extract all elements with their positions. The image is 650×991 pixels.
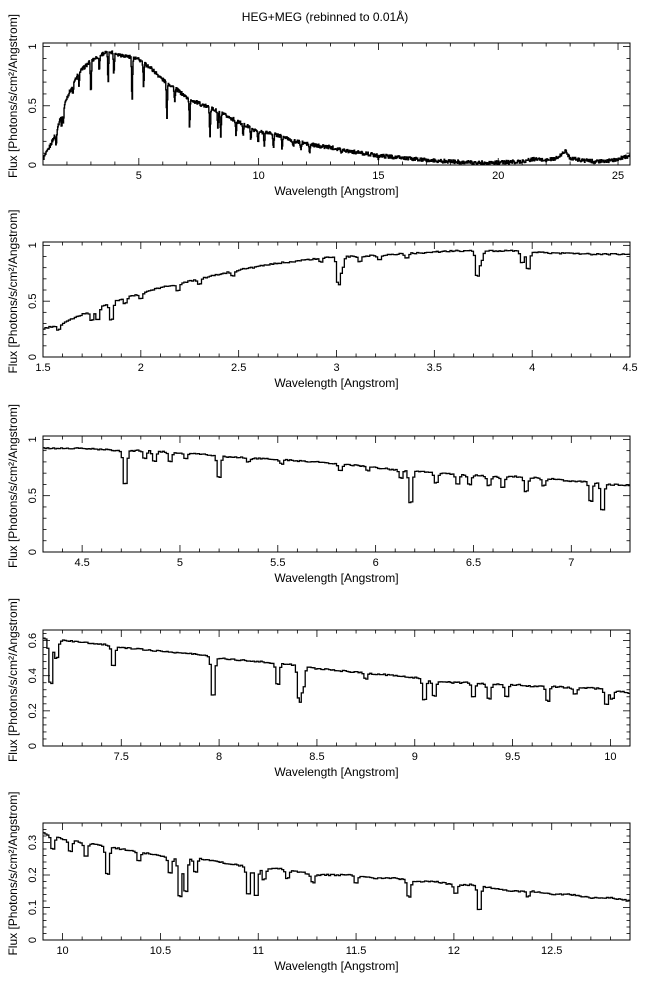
x-tick-label: 7	[568, 557, 574, 569]
y-tick-label: 0.5	[27, 98, 39, 113]
x-tick-label: 10	[56, 945, 68, 957]
y-axis-label: Flux [Photons/s/cm²/Angstrom]	[6, 209, 20, 373]
x-tick-label: 10.5	[150, 945, 171, 957]
y-axis-label: Flux [Photons/s/cm²/Angstrom]	[6, 791, 20, 955]
y-tick-label: 0.5	[27, 488, 39, 503]
x-tick-label: 11.5	[346, 945, 367, 957]
spectrum-panel-3: 4.5 5 5.5 6 6.5 7 0 0.5 1 Wavelength [Angstrom] Fl…	[6, 404, 631, 585]
x-axis-label: Wavelength [Angstrom]	[274, 184, 398, 198]
x-tick-label: 5.5	[270, 557, 285, 569]
plot-frame	[42, 241, 631, 358]
x-tick-label: 4.5	[74, 557, 89, 569]
x-tick-label: 3.5	[427, 362, 442, 374]
y-axis-label: Flux [Photons/s/cm²/Angstrom]	[6, 14, 20, 178]
y-tick-label: 0.5	[27, 294, 39, 309]
spectrum-panel-4: 7.5 8 8.5 9 9.5 10 0 0.2 0.4 0.6 Wavelength [Angst…	[6, 598, 631, 779]
x-tick-label: 10	[604, 751, 616, 763]
spectrum-line	[43, 832, 630, 911]
y-tick-label: 0	[27, 549, 39, 555]
x-tick-label: 2	[138, 362, 144, 374]
plot-frame	[42, 42, 631, 166]
spectrum-panel-2: 1.5 2 2.5 3 3.5 4 4.5 0 0.5 1 Wavelength [Angstrom…	[6, 209, 638, 390]
x-tick-label: 6.5	[466, 557, 481, 569]
plot-frame	[42, 822, 631, 941]
y-tick-label: 0.2	[27, 703, 39, 718]
x-tick-label: 11	[253, 945, 264, 957]
y-tick-label: 0.6	[27, 633, 39, 648]
x-tick-label: 6	[373, 557, 379, 569]
y-tick-label: 0.1	[27, 900, 39, 915]
x-tick-label: 4.5	[622, 362, 637, 374]
spectrum-panel-5: 10 10.5 11 11.5 12 12.5 0 0.1 0.2 0.3 Wavelength […	[6, 791, 631, 973]
x-axis-label: Wavelength [Angstrom]	[274, 376, 398, 390]
x-tick-label: 25	[612, 170, 624, 182]
x-tick-label: 20	[492, 170, 504, 182]
x-tick-label: 3	[333, 362, 339, 374]
x-tick-label: 15	[372, 170, 384, 182]
x-axis-label: Wavelength [Angstrom]	[274, 959, 398, 973]
y-tick-label: 1	[27, 242, 39, 248]
y-tick-label: 0.4	[27, 668, 39, 683]
spectrum-line	[43, 249, 630, 331]
x-tick-label: 5	[177, 557, 183, 569]
x-axis-label: Wavelength [Angstrom]	[274, 765, 398, 779]
y-tick-label: 0.3	[27, 835, 39, 850]
spectrum-line	[43, 637, 630, 705]
spectrum-line	[43, 447, 630, 511]
x-tick-label: 12	[448, 945, 460, 957]
x-tick-label: 5	[136, 170, 142, 182]
y-tick-label: 0	[27, 743, 39, 749]
plot-frame	[42, 435, 631, 553]
x-tick-label: 10	[253, 170, 265, 182]
x-tick-label: 4	[529, 362, 535, 374]
y-tick-label: 0	[27, 354, 39, 360]
x-tick-label: 8.5	[309, 751, 324, 763]
x-tick-label: 7.5	[114, 751, 129, 763]
y-tick-label: 0	[27, 937, 39, 943]
y-tick-label: 1	[27, 43, 39, 49]
y-tick-label: 0	[27, 162, 39, 168]
spectrum-panel-1: 5 10 15 20 25 0 0.5 1 Wavelength [Angstrom] Flux …	[6, 14, 631, 198]
y-tick-label: 0.2	[27, 867, 39, 882]
x-tick-label: 8	[216, 751, 222, 763]
x-tick-label: 2.5	[231, 362, 246, 374]
x-tick-label: 12.5	[541, 945, 562, 957]
spectrum-line	[42, 50, 631, 166]
figure-title: HEG+MEG (rebinned to 0.01Å)	[241, 10, 409, 24]
x-tick-label: 1.5	[35, 362, 50, 374]
x-tick-label: 9.5	[505, 751, 520, 763]
x-axis-label: Wavelength [Angstrom]	[274, 571, 398, 585]
y-tick-label: 1	[27, 436, 39, 442]
y-axis-label: Flux [Photons/s/cm²/Angstrom]	[6, 404, 20, 568]
x-tick-label: 9	[412, 751, 418, 763]
y-axis-label: Flux [Photons/s/cm²/Angstrom]	[6, 598, 20, 762]
